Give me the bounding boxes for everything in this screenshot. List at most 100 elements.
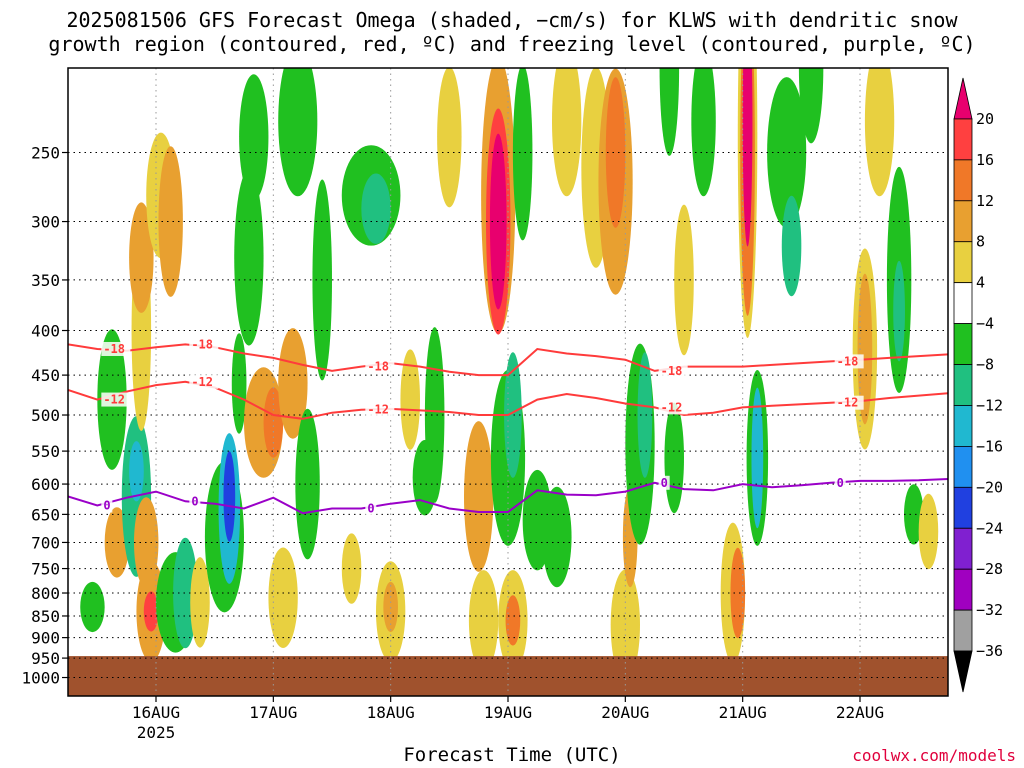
watermark-link[interactable]: coolwx.com/models	[852, 746, 1016, 765]
x-tick-sublabel-year: 2025	[137, 723, 176, 742]
y-tick-label-900: 900	[31, 629, 60, 648]
omega-cell-20	[239, 74, 269, 200]
omega-cell-43	[504, 352, 522, 478]
omega-shading	[80, 68, 939, 681]
contour-label--12: -12	[661, 400, 683, 414]
omega-cell-38	[468, 570, 499, 671]
y-tick-label-750: 750	[31, 560, 60, 579]
colorbar-label-10: −24	[976, 519, 1003, 537]
omega-cell-37	[464, 421, 494, 572]
omega-cell-14	[190, 557, 210, 648]
omega-cell-65	[742, 68, 753, 247]
omega-cell-69	[781, 195, 802, 297]
contour-label--12: -12	[837, 396, 859, 410]
omega-cell-56	[637, 352, 653, 478]
omega-cell-6	[129, 202, 154, 313]
contour-label-bg	[365, 359, 395, 374]
omega-cell-76	[904, 484, 924, 545]
colorbar-label-5: −4	[976, 315, 994, 333]
x-tick-label-19AUG: 19AUG	[484, 703, 532, 722]
colorbar-label-0: 20	[976, 110, 994, 128]
contour-label-0: 0	[367, 502, 374, 516]
colorbar-label-6: −8	[976, 356, 994, 374]
contour-label-bg	[834, 354, 864, 369]
x-tick-label-17AUG: 17AUG	[249, 703, 297, 722]
contour-label-bg	[189, 494, 201, 509]
contour-label-0: 0	[661, 476, 668, 490]
omega-cell-9	[143, 591, 159, 632]
colorbar-label-12: −32	[976, 601, 1003, 619]
y-tick-label-500: 500	[31, 406, 60, 425]
colorbar-label-8: −16	[976, 437, 1003, 455]
colorbar-cap-top	[953, 77, 973, 120]
y-tick-label-350: 350	[31, 271, 60, 290]
omega-cell-0	[80, 581, 105, 633]
y-tick-label-650: 650	[31, 505, 60, 524]
omega-cell-75	[893, 260, 905, 362]
contour-label--12: -12	[191, 375, 213, 389]
gridlines	[68, 68, 948, 696]
contour-label--18: -18	[191, 337, 213, 351]
omega-cell-23	[268, 547, 298, 648]
contour-label-0: 0	[191, 494, 198, 508]
contour-label-bg	[365, 501, 377, 516]
contour-label-0: 0	[103, 499, 110, 513]
omega-cell-18	[231, 333, 247, 434]
x-tick-label-20AUG: 20AUG	[601, 703, 649, 722]
colorbar-swatch-11	[953, 527, 973, 570]
contour-label-bg	[658, 400, 688, 415]
omega-cell-26	[295, 408, 320, 560]
contour-label-bg	[365, 402, 395, 417]
y-tick-label-550: 550	[31, 442, 60, 461]
colorbar-label-4: 4	[976, 274, 985, 292]
omega-cell-24	[278, 328, 308, 439]
contour-label--18: -18	[837, 354, 859, 368]
colorbar-label-2: 12	[976, 192, 994, 210]
y-tick-label-950: 950	[31, 649, 60, 668]
omega-cell-28	[341, 533, 362, 604]
contour-label--12: -12	[103, 393, 125, 407]
colorbar-swatch-4	[953, 241, 973, 284]
contour-label-bg	[834, 395, 864, 410]
contour-label-bg	[189, 374, 219, 389]
y-tick-label-450: 450	[31, 366, 60, 385]
x-tick-label-16AUG: 16AUG	[132, 703, 180, 722]
y-tick-label-600: 600	[31, 475, 60, 494]
y-tick-label-250: 250	[31, 144, 60, 163]
colorbar-swatch-6	[953, 323, 973, 365]
colorbar-swatch-7	[953, 364, 973, 406]
omega-cell-11	[158, 146, 183, 297]
title-line-2: growth region (contoured, red, ºC) and f…	[48, 32, 976, 56]
y-tick-label-300: 300	[31, 213, 60, 232]
y-tick-label-850: 850	[31, 607, 60, 626]
chart-title: 2025081506 GFS Forecast Omega (shaded, −…	[0, 8, 1024, 56]
y-axis-ticks: 250 300 350 400 450 500 550 600 650 700 750 800 850 9…	[21, 144, 68, 688]
omega-cell-17	[223, 451, 236, 542]
colorbar-swatch-5	[953, 282, 973, 324]
contour-label--18: -18	[367, 360, 389, 374]
contour-label--12: -12	[367, 403, 389, 417]
omega-cell-30	[361, 173, 391, 244]
contour-label-bg	[101, 392, 131, 407]
x-tick-label-21AUG: 21AUG	[719, 703, 767, 722]
omega-cell-4	[129, 441, 144, 502]
omega-cell-33	[400, 349, 420, 450]
colorbar-swatch-10	[953, 486, 973, 529]
omega-cell-68	[767, 77, 807, 228]
y-tick-label-700: 700	[31, 533, 60, 552]
omega-cell-58	[664, 402, 684, 514]
contour-label-bg	[101, 498, 113, 513]
colorbar-label-9: −20	[976, 478, 1003, 496]
omega-cell-70	[798, 68, 824, 144]
colorbar-label-3: 8	[976, 233, 985, 251]
omega-cell-57	[659, 68, 680, 156]
y-tick-label-400: 400	[31, 322, 60, 341]
colorbar-swatch-13	[953, 609, 973, 652]
omega-cell-48	[542, 486, 572, 588]
omega-cell-49	[552, 68, 582, 197]
y-tick-label-800: 800	[31, 584, 60, 603]
x-axis-label: Forecast Time (UTC)	[403, 744, 621, 766]
contour-label-bg	[189, 337, 219, 352]
